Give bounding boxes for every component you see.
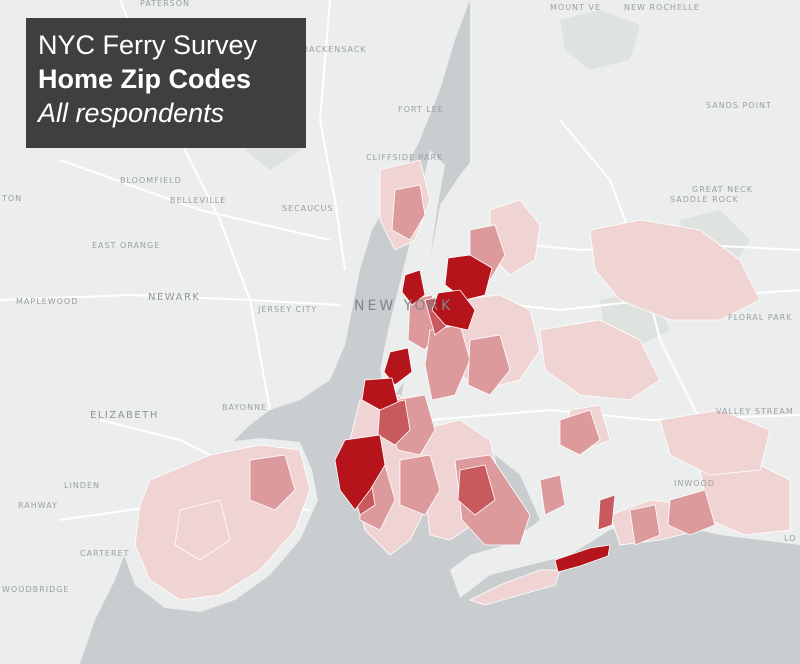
label-paterson: PATERSON <box>140 0 190 8</box>
zip-area <box>431 289 476 331</box>
label-newark: NEWARK <box>148 292 201 303</box>
label-ton: TON <box>1 194 22 203</box>
zip-area <box>457 464 496 516</box>
zip-area <box>391 184 426 241</box>
zip-area <box>589 219 761 321</box>
park-area <box>560 10 640 70</box>
zip-area <box>659 409 771 476</box>
zip-area <box>559 409 601 456</box>
zip-area <box>249 454 296 511</box>
label-mount-vernon: MOUNT VE <box>550 3 601 12</box>
label-belleville: BELLEVILLE <box>170 196 226 205</box>
label-linden: LINDEN <box>64 481 100 490</box>
label-bayonne: BAYONNE <box>222 403 267 412</box>
label-inwood: INWOOD <box>674 479 715 488</box>
label-carteret: CARTERET <box>80 549 129 558</box>
zip-area <box>468 569 561 606</box>
label-cliffside-park: CLIFFSIDE PARK <box>366 153 443 162</box>
label-maplewood: MAPLEWOOD <box>16 297 78 306</box>
label-secaucus: SECAUCUS <box>282 204 334 213</box>
label-saddle-rock: SADDLE ROCK <box>670 195 739 204</box>
label-bloomfield: BLOOMFIELD <box>120 176 182 185</box>
label-elizabeth: ELIZABETH <box>90 410 159 421</box>
zip-area <box>467 334 511 396</box>
label-great-neck: GREAT NECK <box>692 185 753 194</box>
zip-area <box>383 347 413 386</box>
label-lo: LO <box>784 534 796 543</box>
label-new-york: NEW YORK <box>354 298 453 314</box>
zip-area <box>444 254 493 301</box>
zip-max-group <box>334 254 611 573</box>
zip-area <box>399 454 441 516</box>
zip-area <box>401 269 426 306</box>
zip-area <box>597 494 616 531</box>
zip-area <box>377 399 411 446</box>
map-title: NYC Ferry Survey <box>38 30 258 60</box>
zip-area <box>667 489 716 536</box>
zip-area <box>174 499 231 561</box>
zip-area <box>334 434 386 511</box>
label-valley-stream: VALLEY STREAM <box>716 407 794 416</box>
place-labels: PATERSON MOUNT VE NEW ROCHELLE HACKENSAC… <box>1 0 796 594</box>
label-rahway: RAHWAY <box>18 501 58 510</box>
label-sands-point: SANDS POINT <box>706 101 772 110</box>
zip-area <box>554 544 611 573</box>
label-hackensack: HACKENSACK <box>302 45 367 54</box>
label-fort-lee: FORT LEE <box>398 105 444 114</box>
zip-area <box>539 474 566 516</box>
zip-mid-group <box>249 184 716 546</box>
zip-area <box>539 319 661 401</box>
new-jersey-land <box>0 0 470 664</box>
label-jersey-city: JERSEY CITY <box>257 305 317 314</box>
zip-area <box>629 504 661 546</box>
map-filter-label: All respondents <box>38 98 225 128</box>
title-box: NYC Ferry Survey Home Zip Codes All resp… <box>26 18 306 148</box>
label-east-orange: EAST ORANGE <box>92 241 160 250</box>
map-subtitle: Home Zip Codes <box>38 64 252 94</box>
label-floral-park: FLORAL PARK <box>728 313 792 322</box>
zip-area <box>361 377 399 411</box>
label-new-rochelle: NEW ROCHELLE <box>624 3 700 12</box>
label-woodbridge: WOODBRIDGE <box>2 585 69 594</box>
